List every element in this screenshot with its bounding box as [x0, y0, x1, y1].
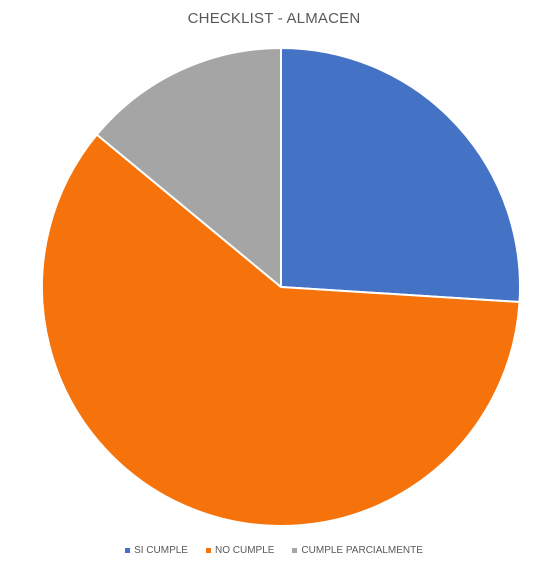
pie-slice-cumple-parcialmente[interactable] [95, 47, 282, 288]
legend-item-si-cumple[interactable]: SI CUMPLE [125, 545, 188, 556]
legend-swatch-no-cumple [205, 548, 211, 553]
legend-label-si-cumple: SI CUMPLE [134, 545, 188, 556]
legend-item-no-cumple[interactable]: NO CUMPLE [205, 545, 275, 556]
chart-title: CHECKLIST - ALMACEN [187, 10, 361, 27]
legend-item-cumple-parcialmente[interactable]: CUMPLE PARCIALMENTE [292, 545, 423, 556]
legend-swatch-si-cumple [125, 548, 131, 553]
pie-slice-si-cumple[interactable] [280, 47, 521, 304]
pie-slice-no-cumple[interactable] [41, 133, 521, 528]
legend: SI CUMPLE NO CUMPLE CUMPLE PARCIALMENTE [0, 545, 548, 556]
legend-label-no-cumple: NO CUMPLE [214, 545, 275, 556]
legend-label-cumple-parcialmente: CUMPLE PARCIALMENTE [301, 545, 423, 556]
legend-swatch-cumple-parcialmente [292, 548, 298, 553]
